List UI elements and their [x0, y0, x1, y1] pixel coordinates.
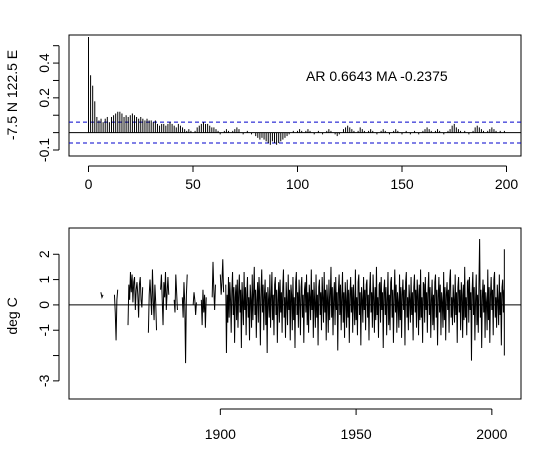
series-line-segment: [147, 269, 158, 333]
series-line-segment: [181, 274, 188, 364]
series-line-segment: [192, 292, 197, 316]
series-line-main: [225, 239, 505, 361]
acf-x-tick-label: 200: [495, 176, 519, 192]
series-line-segment: [173, 274, 178, 313]
series-panel: 1900 1950 2000 -3 -1 0 1 2 deg C: [4, 227, 522, 442]
series-lines: [100, 239, 505, 364]
acf-y-tick-label: 0.4: [36, 53, 52, 73]
acf-x-tick-label: 100: [286, 176, 310, 192]
acf-y-tick-label: -0.1: [36, 138, 52, 162]
series-x-tick-label: 1950: [341, 426, 372, 442]
acf-x-tick-label: 150: [390, 176, 414, 192]
series-y-tick-label: 1: [36, 275, 52, 283]
series-line-segment: [100, 292, 104, 299]
series-y-tick-label: 0: [36, 301, 52, 309]
acf-x-axis: 0 50 100 150 200: [85, 165, 519, 192]
series-plot-frame: [68, 227, 522, 400]
acf-y-axis: -0.1 0.2 0.4: [36, 45, 60, 162]
series-y-tick-label: -3: [36, 374, 52, 387]
acf-y-label: -7.5 N 122.5 E: [4, 50, 20, 140]
acf-x-tick-label: 50: [185, 176, 201, 192]
acf-x-tick-label: 0: [85, 176, 93, 192]
series-line-segment: [200, 289, 207, 328]
acf-y-tick-label: 0.2: [36, 88, 52, 108]
series-line-segment: [160, 271, 170, 326]
acf-plot-frame: [68, 34, 522, 157]
series-y-axis: -3 -1 0 1 2: [36, 250, 60, 387]
series-y-tick-label: 2: [36, 250, 52, 258]
acf-panel: 0 50 100 150 200 -0.1 0.2 0.4 -7.5 N 122.5 E A…: [4, 34, 522, 192]
series-x-axis: 1900 1950 2000: [205, 408, 508, 442]
acf-bars: [88, 37, 505, 145]
series-y-label: deg C: [4, 297, 20, 334]
series-line-segment: [113, 289, 119, 341]
series-line-segment: [127, 271, 144, 326]
series-line-segment: [219, 259, 225, 295]
series-x-tick-label: 2000: [476, 426, 507, 442]
acf-model-annotation: AR 0.6643 MA -0.2375: [306, 68, 448, 84]
series-line-segment: [211, 261, 216, 310]
series-y-tick-label: -1: [36, 324, 52, 337]
series-x-tick-label: 1900: [205, 426, 236, 442]
